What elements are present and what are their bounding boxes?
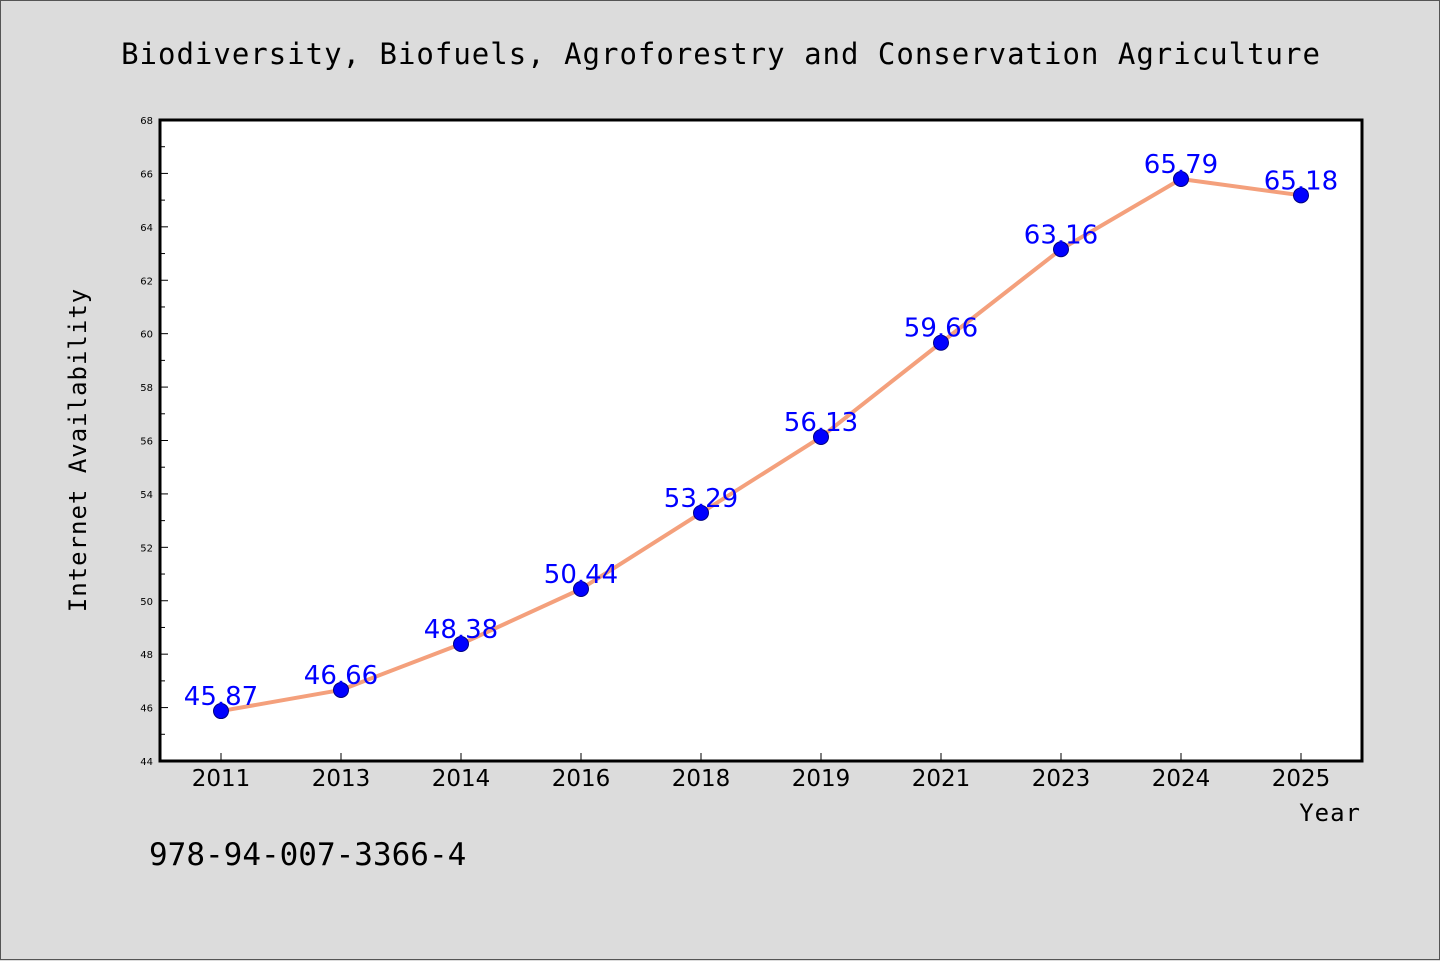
x-tick-label: 2016 [552, 766, 611, 792]
data-label: 46.66 [304, 661, 378, 691]
data-point [573, 580, 589, 597]
series-layer [213, 171, 1309, 720]
footnote-isbn: 978-94-007-3366-4 [149, 837, 466, 873]
plot-frame [158, 118, 1364, 763]
y-tick-label: 58 [140, 383, 153, 394]
chart-title: Biodiversity, Biofuels, Agroforestry and… [121, 37, 1321, 71]
data-label: 45.87 [184, 682, 258, 712]
y-tick-label: 48 [140, 650, 153, 661]
x-tick-label: 2025 [1272, 766, 1331, 792]
data-label: 63.16 [1024, 220, 1098, 250]
x-axis: 2011 2013 2014 2016 2018 2019 2021 2023 2024 2025 [192, 753, 1331, 792]
data-point [1173, 171, 1189, 188]
data-point [933, 334, 949, 351]
y-tick-label: 44 [140, 757, 153, 768]
x-axis-title: Year [1299, 799, 1361, 827]
y-tick-label: 66 [140, 169, 153, 180]
x-tick-label: 2014 [432, 766, 491, 792]
y-tick-label: 46 [140, 704, 153, 715]
y-tick-label: 62 [140, 276, 153, 287]
x-tick-label: 2011 [192, 766, 251, 792]
data-point [693, 504, 709, 521]
x-tick-label: 2023 [1032, 766, 1091, 792]
data-point [213, 703, 229, 720]
y-tick-label: 60 [140, 330, 153, 341]
x-tick-label: 2021 [912, 766, 971, 792]
x-tick-label: 2013 [312, 766, 371, 792]
data-labels: 45.87 46.66 48.38 50.44 53.29 56.13 59.66 63.16… [184, 150, 1338, 712]
y-tick-label: 68 [140, 116, 153, 127]
data-label: 65.79 [1144, 150, 1218, 180]
data-label: 48.38 [424, 615, 498, 645]
data-label: 50.44 [544, 560, 618, 590]
data-point [1053, 241, 1069, 258]
x-tick-label: 2024 [1152, 766, 1211, 792]
x-tick-label: 2018 [672, 766, 731, 792]
y-tick-label: 52 [140, 543, 153, 554]
data-label: 65.18 [1264, 166, 1338, 196]
x-tick-label: 2019 [792, 766, 851, 792]
y-tick-label: 50 [140, 597, 153, 608]
y-tick-label: 56 [140, 437, 153, 448]
y-tick-label: 54 [140, 490, 153, 501]
data-label: 53.29 [664, 484, 738, 514]
series-line [219, 177, 1303, 714]
y-tick-label: 64 [140, 223, 153, 234]
data-label: 59.66 [904, 314, 978, 344]
y-axis-title: Internet Availability [64, 288, 92, 612]
data-point [813, 429, 829, 446]
plot-area [160, 120, 1362, 761]
data-point [1293, 187, 1309, 204]
data-point [453, 636, 469, 653]
data-point [333, 681, 349, 698]
data-label: 56.13 [784, 408, 858, 438]
